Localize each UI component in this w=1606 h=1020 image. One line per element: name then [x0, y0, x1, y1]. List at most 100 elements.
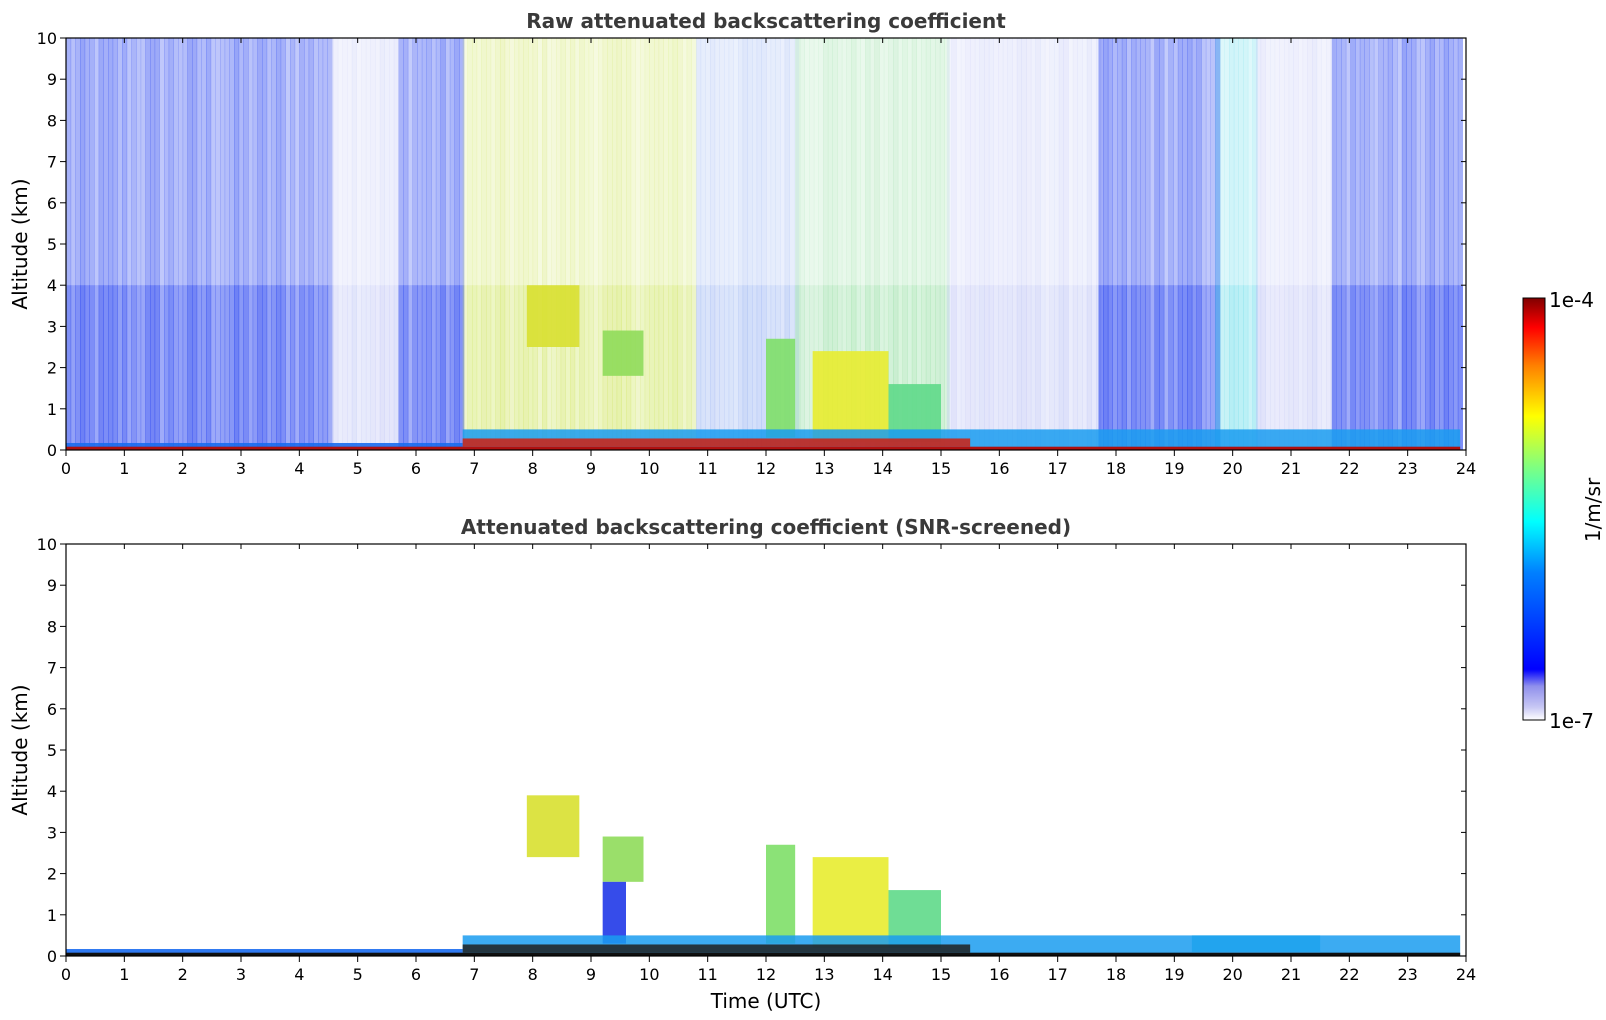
backscatter-column-low: [974, 285, 980, 450]
backscatter-column: [795, 38, 801, 450]
backscatter-column: [696, 38, 702, 450]
backscatter-column: [1265, 38, 1271, 450]
x-tick-label: 4: [294, 459, 304, 478]
backscatter-column: [846, 38, 852, 450]
y-tick-label: 7: [47, 153, 57, 172]
backscatter-column-low: [686, 285, 692, 450]
backscatter-column-low: [1187, 285, 1193, 450]
backscatter-column: [935, 38, 941, 450]
x-tick-label: 1: [119, 459, 129, 478]
backscatter-column-low: [1224, 285, 1230, 450]
backscatter-column: [467, 38, 473, 450]
backscatter-column: [823, 38, 829, 450]
x-tick-label: 19: [1164, 965, 1184, 984]
backscatter-column-low: [574, 285, 580, 450]
backscatter-column-low: [94, 285, 100, 450]
backscatter-column: [588, 38, 594, 450]
backscatter-column-low: [700, 285, 706, 450]
backscatter-column: [574, 38, 580, 450]
backscatter-column: [1098, 38, 1104, 450]
x-tick-label: 8: [528, 965, 538, 984]
backscatter-column-low: [1392, 285, 1398, 450]
backscatter-column: [252, 38, 258, 450]
backscatter-column: [1233, 38, 1239, 450]
backscatter-column-low: [271, 285, 277, 450]
x-tick-label: 22: [1339, 459, 1359, 478]
backscatter-column: [342, 38, 348, 450]
y-tick-label: 6: [47, 194, 57, 213]
backscatter-column: [658, 38, 664, 450]
backscatter-column-low: [486, 285, 492, 450]
backscatter-column-low: [1247, 285, 1253, 450]
backscatter-column-low: [122, 285, 128, 450]
x-tick-label: 9: [586, 459, 596, 478]
backscatter-column: [1215, 38, 1221, 450]
backscatter-column-low: [370, 285, 376, 450]
y-tick-label: 9: [47, 70, 57, 89]
backscatter-column-low: [1425, 285, 1431, 450]
backscatter-column: [215, 38, 221, 450]
y-tick-label: 10: [37, 535, 57, 554]
backscatter-column-low: [1215, 285, 1221, 450]
backscatter-column: [1279, 38, 1285, 450]
backscatter-column-low: [327, 285, 333, 450]
backscatter-column-low: [164, 285, 170, 450]
backscatter-column: [108, 38, 114, 450]
y-tick-label: 4: [47, 782, 57, 801]
backscatter-column: [974, 38, 980, 450]
cloud-feature: [602, 330, 644, 376]
backscatter-column-low: [598, 285, 604, 450]
backscatter-column: [462, 38, 468, 450]
backscatter-column-low: [1049, 285, 1055, 450]
backscatter-column: [243, 38, 249, 450]
y-tick-label: 0: [47, 947, 57, 966]
backscatter-column-low: [1415, 285, 1421, 450]
backscatter-column-low: [728, 285, 734, 450]
backscatter-column: [612, 38, 618, 450]
backscatter-column: [1021, 38, 1027, 450]
backscatter-column: [1016, 38, 1022, 450]
backscatter-column: [691, 38, 697, 450]
backscatter-column: [285, 38, 291, 450]
x-tick-label: 19: [1164, 459, 1184, 478]
backscatter-column: [490, 38, 496, 450]
backscatter-column: [187, 38, 193, 450]
x-tick-label: 4: [294, 965, 304, 984]
backscatter-column-low: [710, 285, 716, 450]
backscatter-column: [248, 38, 254, 450]
y-tick-label: 6: [47, 700, 57, 719]
x-tick-label: 15: [931, 459, 951, 478]
backscatter-column: [1429, 38, 1435, 450]
x-tick-label: 20: [1222, 965, 1242, 984]
backscatter-column: [159, 38, 165, 450]
backscatter-column-low: [1288, 285, 1294, 450]
backscatter-column-low: [1026, 285, 1032, 450]
backscatter-column: [907, 38, 913, 450]
backscatter-column-low: [1205, 285, 1211, 450]
backscatter-column-low: [911, 285, 917, 450]
backscatter-column: [1350, 38, 1356, 450]
backscatter-column: [84, 38, 90, 450]
cloud-feature: [526, 795, 580, 858]
backscatter-column: [1341, 38, 1347, 450]
backscatter-column: [1274, 38, 1280, 450]
backscatter-column-low: [1126, 285, 1132, 450]
backscatter-column: [663, 38, 669, 450]
backscatter-column-low: [1082, 285, 1088, 450]
backscatter-column: [122, 38, 128, 450]
backscatter-column: [1439, 38, 1445, 450]
backscatter-column: [333, 38, 339, 450]
backscatter-column-low: [1201, 285, 1207, 450]
backscatter-column: [993, 38, 999, 450]
backscatter-column-low: [224, 285, 230, 450]
backscatter-column: [911, 38, 917, 450]
backscatter-column-low: [939, 285, 945, 450]
backscatter-column-low: [1238, 285, 1244, 450]
backscatter-column: [1260, 38, 1266, 450]
backscatter-column-low: [1443, 285, 1449, 450]
backscatter-column: [770, 38, 776, 450]
backscatter-column-low: [935, 285, 941, 450]
backscatter-column-low: [131, 285, 137, 450]
backscatter-column: [998, 38, 1004, 450]
backscatter-column-low: [333, 285, 339, 450]
